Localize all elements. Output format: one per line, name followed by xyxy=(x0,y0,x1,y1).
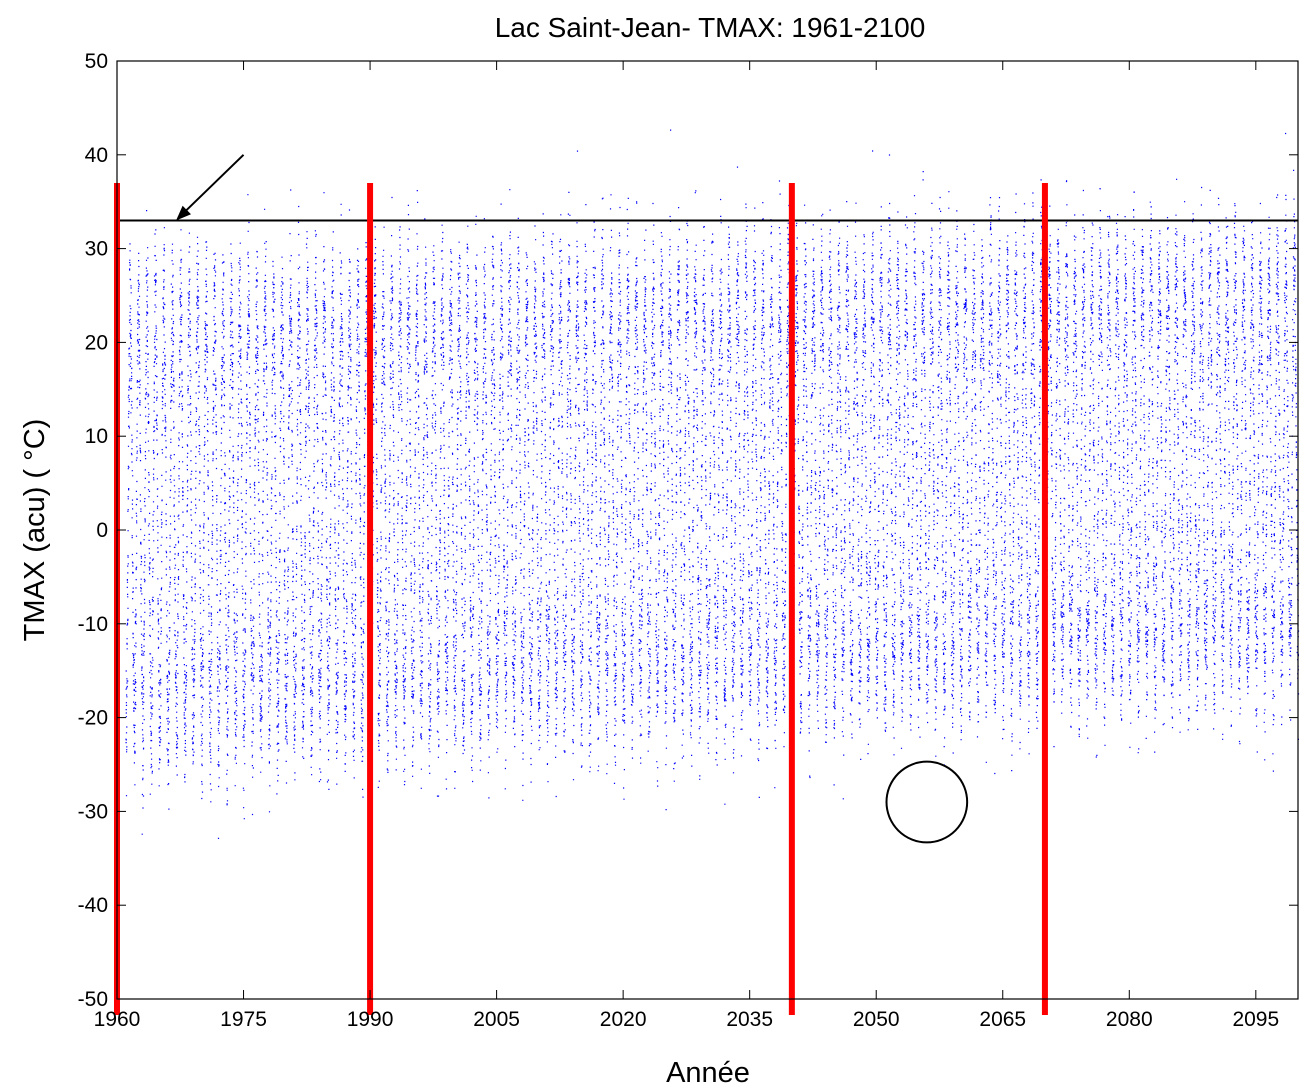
data-points xyxy=(125,129,1300,839)
chart-title: Lac Saint-Jean- TMAX: 1961-2100 xyxy=(495,12,926,43)
y-tick-label: 20 xyxy=(85,331,108,354)
x-axis: 1960 1975 1990 2005 2020 2035 2050 2065 2080 2095 xyxy=(94,61,1279,1031)
y-tick-label: 0 xyxy=(96,519,108,542)
y-tick-label: -50 xyxy=(78,988,108,1011)
x-tick-label: 2035 xyxy=(726,1008,773,1031)
y-axis-label: TMAX (acu) ( °C) xyxy=(19,419,51,642)
x-tick-label: 2050 xyxy=(853,1008,900,1031)
x-tick-label: 2095 xyxy=(1232,1008,1279,1031)
x-axis-label: Année xyxy=(666,1057,750,1089)
x-tick-label: 2080 xyxy=(1106,1008,1153,1031)
plot-background xyxy=(117,61,1298,999)
x-tick-label: 2065 xyxy=(979,1008,1026,1031)
x-tick-label: 1960 xyxy=(94,1008,141,1031)
x-tick-label: 1990 xyxy=(347,1008,394,1031)
y-tick-label: 50 xyxy=(85,50,108,73)
scatter-points xyxy=(125,129,1300,839)
y-tick-label: -10 xyxy=(78,613,108,636)
x-tick-label: 1975 xyxy=(220,1008,267,1031)
y-tick-label: -40 xyxy=(78,894,108,917)
y-tick-label: 10 xyxy=(85,425,108,448)
annotation-circle xyxy=(885,760,969,844)
x-tick-label: 2020 xyxy=(600,1008,647,1031)
plot-area xyxy=(114,60,1300,1015)
y-tick-label: 30 xyxy=(85,238,108,261)
y-axis: -50 -40 -30 -20 -10 0 10 20 30 40 50 xyxy=(78,50,1298,1011)
y-tick-label: -30 xyxy=(78,800,108,823)
y-tick-label: 40 xyxy=(85,144,108,167)
y-tick-label: -20 xyxy=(78,707,108,730)
annotation-arrow-shaft xyxy=(181,154,245,216)
annotation-arrow-head xyxy=(176,205,191,221)
x-tick-label: 2005 xyxy=(473,1008,520,1031)
